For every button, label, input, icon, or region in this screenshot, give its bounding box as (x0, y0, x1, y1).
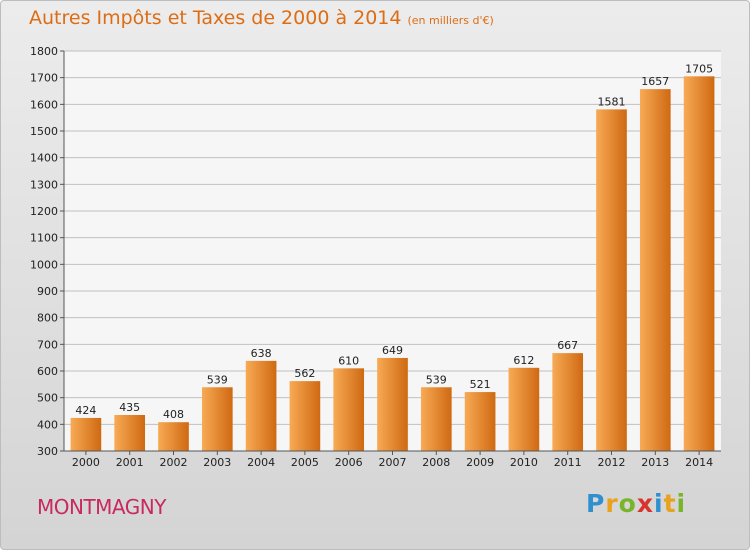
x-tick-label: 2011 (554, 456, 582, 469)
y-tick-label: 1600 (30, 98, 58, 111)
chart-title-main: Autres Impôts et Taxes de 2000 à 2014 (29, 7, 402, 29)
bar-value-label: 649 (382, 344, 403, 357)
y-tick-label: 1500 (30, 125, 58, 138)
x-tick-label: 2013 (641, 456, 669, 469)
y-tick-label: 300 (37, 445, 58, 458)
bar-value-label: 1705 (685, 62, 713, 75)
x-tick-label: 2007 (379, 456, 407, 469)
y-tick-label: 900 (37, 285, 58, 298)
x-tick-label: 2001 (116, 456, 144, 469)
y-tick-label: 800 (37, 312, 58, 325)
bar (464, 392, 496, 451)
x-tick-label: 2008 (422, 456, 450, 469)
chart-title: Autres Impôts et Taxes de 2000 à 2014 (en… (29, 7, 494, 29)
bar-value-label: 539 (426, 373, 447, 386)
logo-letter: r (605, 489, 619, 518)
y-tick-label: 1400 (30, 152, 58, 165)
bar-value-label: 424 (75, 404, 96, 417)
y-tick-label: 700 (37, 338, 58, 351)
x-tick-label: 2009 (466, 456, 494, 469)
axes: 300 400 500 600 700 800 900 1000 1100 1200 1300 140… (30, 45, 721, 469)
x-tick-label: 2006 (335, 456, 363, 469)
y-tick-label: 1100 (30, 232, 58, 245)
x-tick-label: 2012 (598, 456, 626, 469)
commune-name: MONTMAGNY (37, 495, 166, 519)
bar (245, 360, 277, 451)
logo-letter: x (636, 489, 654, 518)
y-tick-label: 500 (37, 392, 58, 405)
bar (508, 367, 540, 451)
x-tick-label: 2003 (203, 456, 231, 469)
bar (289, 381, 321, 451)
x-tick-label: 2014 (685, 456, 713, 469)
bar (333, 368, 365, 451)
bar-value-label: 612 (513, 354, 534, 367)
logo-letter: P (586, 489, 606, 518)
bar-value-label: 435 (119, 401, 140, 414)
y-tick-label: 1000 (30, 258, 58, 271)
bar (70, 417, 102, 451)
logo-letter: t (663, 489, 677, 518)
bar (420, 387, 452, 451)
bar-value-label: 667 (557, 339, 578, 352)
bar (639, 89, 671, 451)
y-tick-label: 400 (37, 418, 58, 431)
logo-letter: o (618, 489, 637, 518)
logo-letter: i (676, 489, 687, 518)
bar-value-label: 1657 (641, 75, 669, 88)
bar-value-label: 408 (163, 408, 184, 421)
chart-unit-note: (en milliers d'€) (407, 14, 494, 27)
bar (377, 357, 408, 451)
y-tick-label: 600 (37, 365, 58, 378)
x-tick-label: 2002 (160, 456, 188, 469)
x-tick-label: 2005 (291, 456, 319, 469)
y-tick-label: 1700 (30, 72, 58, 85)
bar (201, 387, 233, 451)
proxiti-logo: Proxiti (586, 489, 686, 518)
bar-value-label: 1581 (598, 95, 626, 108)
logo-letter: i (654, 489, 664, 518)
bar-value-label: 638 (251, 347, 272, 360)
y-tick-label: 1200 (30, 205, 58, 218)
bar-value-label: 521 (470, 378, 491, 391)
x-tick-label: 2000 (72, 456, 100, 469)
bar-value-label: 562 (294, 367, 315, 380)
y-tick-label: 1300 (30, 178, 58, 191)
bar-value-label: 539 (207, 373, 228, 386)
x-tick-label: 2004 (247, 456, 275, 469)
bar (596, 109, 627, 452)
bar-value-label: 610 (338, 354, 359, 367)
y-tick-label: 1800 (30, 45, 58, 58)
bar (158, 422, 189, 451)
bar (114, 415, 146, 451)
bar (552, 353, 584, 451)
x-tick-label: 2010 (510, 456, 538, 469)
bar (683, 76, 715, 451)
bars: 424 435 408 539 638 562 610 649 539 521 612 667 1581… (70, 62, 715, 452)
